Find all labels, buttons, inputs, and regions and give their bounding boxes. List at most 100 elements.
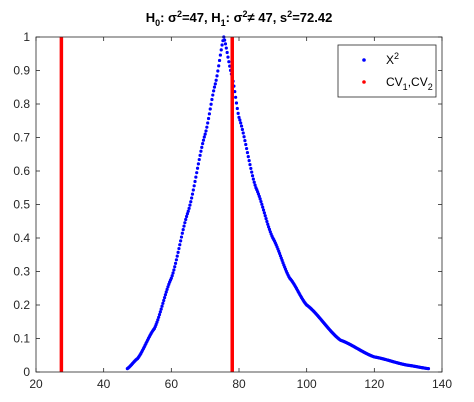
chi2-point-135 [239,124,244,128]
chi2-point-131 [236,111,240,115]
chi2-point-53 [170,274,174,278]
chi2-point-155 [256,192,261,196]
chi2-point-73 [187,206,191,210]
chi2-point-92 [203,132,207,136]
chi2-point-167 [267,225,271,229]
y-tick-label-8: 0.8 [13,97,30,111]
chi2-point-117 [224,46,228,50]
chi2-point-108 [217,64,221,68]
chi2-point-81 [194,175,198,179]
x-tick-label-4: 100 [297,377,317,391]
chi2-point-45 [163,293,168,297]
chi2-point-168 [267,227,272,231]
chi2-point-110 [218,53,222,57]
chi2-point-75 [189,200,193,204]
x-tick-label-0: 20 [29,377,43,391]
chi2-point-78 [191,188,195,192]
chi2-point-83 [195,166,200,170]
chi2-point-145 [248,162,252,167]
y-tick-label-2: 0.2 [13,298,30,312]
chi2-point-157 [258,197,262,201]
chi2-point-98 [208,107,212,111]
chi2-point-41 [160,304,164,308]
chi2-point-146 [249,166,253,171]
y-tick-label-3: 0.3 [13,265,30,279]
chi2-point-105 [214,78,218,82]
chi2-point-99 [209,102,213,106]
chi2-point-164 [264,217,268,221]
y-tick-label-4: 0.4 [13,231,30,245]
chi2-point-95 [206,121,210,125]
chi2-point-61 [177,246,181,251]
chi2-point-106 [215,74,219,78]
chi2-point-74 [188,203,192,207]
chi2-point-144 [247,159,251,163]
chi2-point-137 [241,131,245,135]
chi2-point-160 [261,205,265,209]
chart-title: H0: σ2=47, H1: σ2≠ 47, s2=72.42 [146,9,333,28]
chi2-point-116 [223,42,228,46]
title-group: H0: σ2=47, H1: σ2≠ 47, s2=72.42 [146,9,333,28]
chi2-point-118 [225,50,229,55]
x-tick-label-1: 40 [97,377,111,391]
chi2-point-79 [192,184,196,188]
chi2-point-102 [212,89,216,93]
chi2-point-76 [190,196,194,200]
legend-marker-chi2 [362,58,366,62]
chi2-point-89 [201,142,205,146]
chi2-point-134 [239,121,243,125]
y-tick-label-10: 1 [23,30,30,44]
chi2-point-71 [185,212,189,216]
chi2-point-44 [162,295,167,300]
chi2-point-120 [227,60,231,64]
chi2-point-161 [261,208,266,212]
chi2-point-111 [219,48,223,52]
chi2-point-101 [211,93,215,97]
chi2-point-115 [223,38,227,42]
chi2-point-96 [206,116,211,121]
chi2-point-42 [161,301,165,305]
chi2-point-150 [252,180,256,184]
chi2-point-139 [243,138,247,143]
chi2-point-143 [246,155,250,159]
chi2-point-40 [159,307,163,311]
chi2-point-136 [240,127,244,132]
data-layer [59,35,431,372]
x-tick-label-3: 80 [232,377,246,391]
chi2-point-162 [262,211,266,215]
legend-box [337,44,437,98]
chi2-point-109 [217,58,222,63]
chi2-point-66 [181,228,185,232]
legend-label-chi2: X2 [386,51,399,67]
series-chi2 [125,35,431,371]
chi2-point-130 [235,106,239,111]
y-tick-label-0: 0 [23,365,30,379]
chi2-point-52 [169,276,173,280]
chi2-point-64 [179,235,184,239]
chi2-point-39 [158,310,162,314]
chi2-point-156 [257,194,261,198]
legend-marker-cv [362,80,366,84]
chi2-point-62 [178,243,182,247]
chi2-point-85 [197,157,201,162]
chi2-point-86 [198,153,202,157]
chi2-point-132 [237,115,241,119]
chi2-point-36 [156,318,160,322]
y-tick-label-9: 0.9 [13,64,30,78]
chi2-point-68 [183,221,187,225]
chi2-point-87 [199,149,203,153]
y-tick-label-1: 0.1 [13,332,30,346]
chi2-point-104 [213,82,217,86]
y-tick-label-5: 0.5 [13,198,30,212]
chi2-point-82 [195,171,199,175]
chi2-point-69 [184,217,188,222]
chi2-point-90 [201,138,206,142]
chi2-point-57 [173,261,178,265]
chi2-point-147 [250,170,254,174]
chi2-point-112 [220,43,224,47]
chi2-point-54 [171,271,175,275]
chi2-point-138 [242,135,246,139]
chi2-point-128 [234,95,238,99]
y-tick-label-6: 0.6 [13,164,30,178]
